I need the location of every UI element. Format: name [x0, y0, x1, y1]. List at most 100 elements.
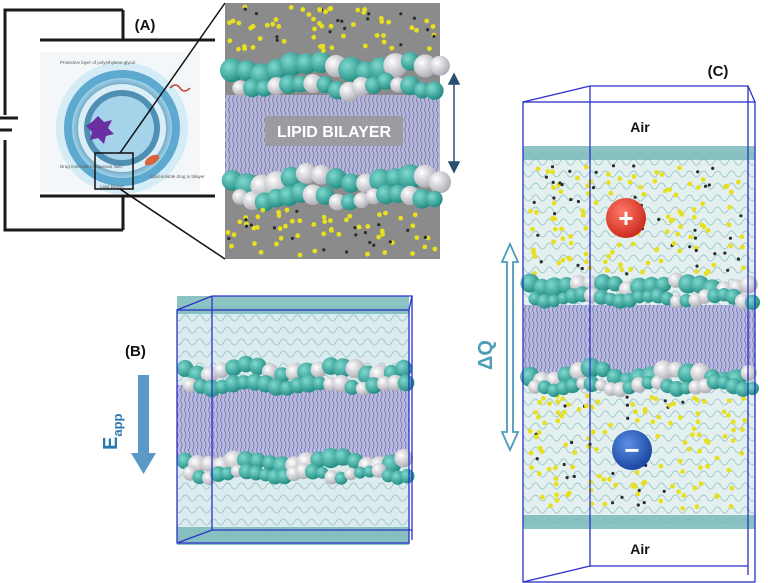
ion-particle — [548, 503, 553, 509]
ion-particle — [547, 401, 552, 406]
ion-particle — [662, 489, 666, 493]
ion-particle — [553, 212, 557, 216]
headgroup-sphere — [344, 379, 360, 395]
ion-particle — [536, 430, 542, 435]
ion-particle — [255, 225, 260, 230]
ion-particle — [736, 257, 741, 261]
ion-particle — [372, 243, 376, 247]
ion-particle — [638, 184, 643, 190]
ion-particle — [678, 415, 683, 420]
ion-particle — [383, 210, 388, 216]
ion-particle — [576, 263, 580, 267]
ion-particle — [290, 236, 294, 240]
ion-particle — [551, 185, 556, 191]
ion-particle — [312, 26, 317, 32]
ion-particle — [355, 7, 361, 13]
headgroup-sphere — [220, 58, 244, 83]
ion-particle — [585, 393, 590, 399]
headgroup-sphere — [632, 290, 646, 304]
ion-particle — [329, 45, 335, 51]
ion-particle — [677, 248, 683, 254]
ion-particle — [620, 495, 624, 499]
ion-particle — [668, 420, 673, 426]
ion-particle — [730, 438, 736, 443]
ion-particle — [697, 448, 703, 454]
ion-particle — [284, 207, 290, 213]
ion-particle — [531, 250, 536, 255]
panel-b-label: (B) — [125, 343, 146, 360]
ion-particle — [227, 20, 232, 25]
ion-particle — [739, 451, 745, 456]
ion-particle — [381, 39, 387, 45]
headgroup-sphere — [583, 275, 599, 291]
ion-particle — [650, 419, 656, 425]
ion-particle — [714, 455, 720, 461]
ion-particle — [312, 248, 318, 254]
ion-particle — [412, 212, 418, 218]
headgroups-top — [220, 51, 450, 102]
ion-particle — [426, 28, 430, 32]
ion-particle — [632, 409, 638, 415]
delta-q-label: ΔQ — [475, 340, 497, 370]
ion-particle — [705, 228, 711, 233]
ion-particle — [423, 235, 427, 239]
ion-particle — [344, 217, 349, 223]
ion-particle — [353, 226, 357, 230]
ion-particle — [693, 228, 697, 232]
thickness-arrow — [447, 72, 461, 174]
ion-particle — [569, 197, 573, 202]
ion-particle — [422, 244, 428, 250]
ion-particle — [550, 169, 556, 175]
ion-particle — [593, 200, 599, 206]
headgroup-sphere — [583, 376, 600, 392]
ion-particle — [691, 395, 697, 401]
ion-particle — [634, 470, 640, 475]
ion-particle — [694, 504, 700, 510]
ion-particle — [680, 506, 686, 511]
ion-particle — [608, 190, 614, 196]
ion-particle — [728, 504, 734, 509]
ion-particle — [723, 251, 727, 255]
air-label-bottom: Air — [630, 541, 650, 557]
ion-particle — [536, 233, 540, 237]
ion-particle — [640, 269, 645, 275]
ion-particle — [534, 210, 539, 215]
headgroup-sphere — [354, 466, 367, 479]
ion-particle — [566, 490, 572, 496]
ion-particle — [410, 223, 416, 229]
ion-particle — [694, 269, 699, 274]
ion-particle — [556, 260, 562, 266]
field-symbol: Eapp — [100, 413, 125, 450]
ion-particle — [276, 213, 282, 219]
ion-particle — [691, 426, 697, 432]
ion-particle — [377, 212, 382, 218]
ion-particle — [698, 481, 704, 487]
ion-particle — [730, 419, 736, 425]
ion-particle — [414, 27, 419, 33]
caption-drug-bilayer: Lipid-soluble drug in bilayer — [150, 174, 205, 179]
headgroup-sphere — [328, 193, 346, 211]
ion-particle — [658, 258, 664, 264]
ion-particle — [656, 414, 662, 420]
ion-particle — [318, 44, 323, 49]
ion-particle — [739, 214, 743, 218]
ion-particle — [530, 226, 535, 232]
ion-particle — [363, 231, 368, 235]
ion-particle — [551, 239, 556, 245]
ion-particle — [602, 429, 608, 435]
ion-particle — [649, 395, 655, 400]
ion-particle — [539, 449, 545, 454]
headgroup-sphere — [236, 451, 255, 469]
ion-particle — [713, 252, 717, 256]
air-label-top: Air — [630, 119, 650, 135]
ion-particle — [568, 169, 572, 173]
headgroups-bottom-b — [176, 448, 415, 485]
ion-particle — [555, 418, 561, 424]
ion-particle — [583, 164, 589, 170]
ion-particle — [625, 272, 629, 276]
headgroup-sphere — [428, 171, 451, 194]
headgroup-sphere — [594, 273, 612, 292]
ion-particles-c — [527, 164, 748, 511]
ion-particle — [329, 228, 334, 233]
ion-particle — [611, 471, 615, 476]
